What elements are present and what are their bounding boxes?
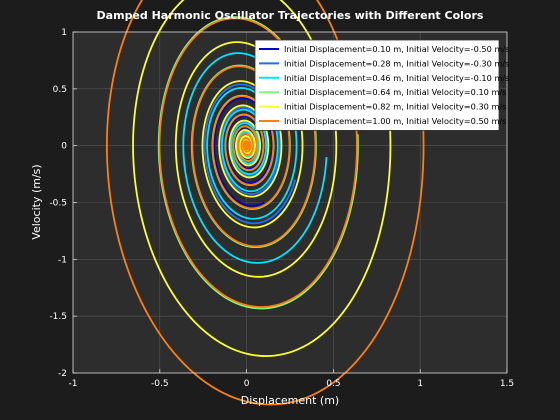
y-tick-label: -1.5 (49, 312, 67, 322)
legend-label: Initial Displacement=0.64 m, Initial Vel… (284, 87, 507, 97)
x-tick-label: 0 (244, 379, 250, 389)
chart-title: Damped Harmonic Oscillator Trajectories … (97, 9, 484, 22)
x-axis-label: Displacement (m) (241, 394, 339, 407)
y-tick-label: -0.5 (49, 199, 67, 209)
y-tick-label: -1 (58, 255, 67, 265)
legend-label: Initial Displacement=0.46 m, Initial Vel… (284, 73, 509, 83)
y-tick-label: -2 (58, 369, 67, 379)
legend-label: Initial Displacement=1.00 m, Initial Vel… (284, 116, 507, 126)
y-tick-label: 0.5 (53, 85, 67, 95)
series-line-6 (105, 0, 425, 406)
legend-label: Initial Displacement=0.28 m, Initial Vel… (284, 58, 509, 68)
x-tick-label: -0.5 (151, 379, 169, 389)
legend-label: Initial Displacement=0.82 m, Initial Vel… (284, 102, 507, 112)
x-tick-label: 1.5 (500, 379, 514, 389)
y-tick-label: 0 (61, 142, 67, 152)
y-axis-label: Velocity (m/s) (30, 164, 43, 239)
x-tick-label: 1 (417, 379, 423, 389)
axis-ticks: -1 -0.5 0 0.5 1 1.5 -2 -1.5 -1 -0.5 0 0.5 1 (49, 28, 514, 389)
series-layer (105, 0, 425, 406)
legend-label: Initial Displacement=0.10 m, Initial Vel… (284, 44, 509, 54)
legend: Initial Displacement=0.10 m, Initial Vel… (254, 39, 509, 131)
y-tick-label: 1 (61, 28, 67, 38)
legend-box (254, 39, 500, 131)
x-tick-label: 0.5 (326, 379, 340, 389)
x-tick-label: -1 (69, 379, 78, 389)
